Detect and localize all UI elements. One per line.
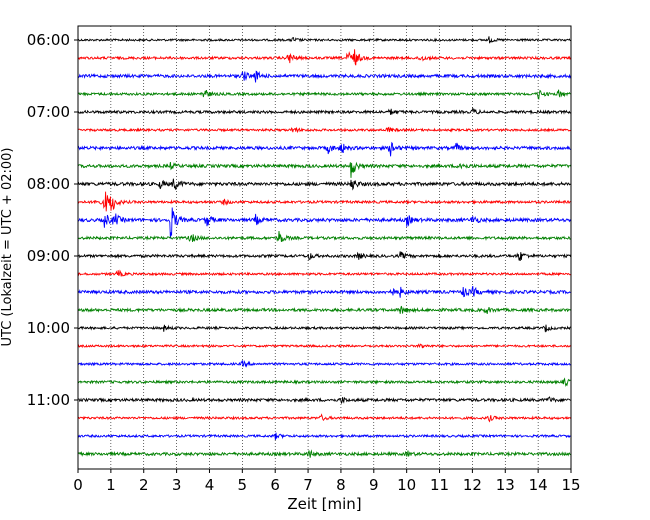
trace-0930	[77, 285, 571, 298]
trace-1115	[77, 413, 571, 423]
x-tick-label-5: 5	[238, 476, 248, 494]
x-tick-label-2: 2	[139, 476, 149, 494]
trace-0700	[77, 106, 571, 115]
trace-0615	[77, 49, 572, 66]
trace-1015	[77, 343, 571, 349]
trace-0945	[77, 305, 571, 315]
x-axis-label: Zeit [min]	[287, 495, 361, 513]
y-tick-label-4: 10:00	[27, 319, 70, 337]
trace-1045	[77, 377, 571, 388]
y-tick-label-3: 09:00	[27, 247, 70, 265]
x-tick-label-4: 4	[205, 476, 215, 494]
y-axis-label: UTC (Lokalzeit = UTC + 02:00)	[0, 148, 15, 347]
x-tick-label-11: 11	[430, 476, 449, 494]
x-tick-label-10: 10	[397, 476, 416, 494]
x-axis-ticks: 0 1 2 3 4 5 6 7 8 9 10 11 12 13 14 15	[73, 469, 581, 494]
trace-1100	[77, 396, 571, 405]
x-tick-label-13: 13	[496, 476, 515, 494]
trace-1145	[77, 449, 571, 458]
x-tick-label-15: 15	[561, 476, 580, 494]
x-tick-label-0: 0	[73, 476, 83, 494]
x-tick-label-6: 6	[270, 476, 280, 494]
x-tick-label-14: 14	[529, 476, 548, 494]
x-tick-label-1: 1	[106, 476, 116, 494]
plot-frame	[77, 25, 572, 470]
trace-1130	[77, 432, 571, 441]
trace-0645	[77, 89, 571, 101]
y-tick-label-5: 11:00	[27, 391, 70, 409]
trace-0915	[77, 269, 571, 277]
y-axis-ticks: 06:00 07:00 08:00 09:00 10:00 11:00	[27, 31, 78, 409]
trace-0600	[77, 36, 571, 44]
x-tick-label-9: 9	[369, 476, 379, 494]
vertical-grid	[110, 26, 539, 469]
trace-0730	[77, 141, 571, 157]
seismic-traces	[77, 36, 572, 458]
trace-0815	[77, 191, 571, 212]
trace-0745	[77, 161, 571, 178]
x-tick-label-8: 8	[336, 476, 346, 494]
y-tick-label-1: 07:00	[27, 103, 70, 121]
trace-0630	[77, 70, 572, 83]
trace-0830	[77, 207, 572, 239]
y-tick-label-2: 08:00	[27, 175, 70, 193]
trace-0800	[77, 178, 571, 191]
x-tick-label-3: 3	[172, 476, 182, 494]
trace-0900	[78, 251, 572, 262]
trace-1000	[77, 324, 571, 333]
trace-1030	[77, 359, 571, 368]
x-tick-label-7: 7	[303, 476, 313, 494]
x-tick-label-12: 12	[463, 476, 482, 494]
y-tick-label-0: 06:00	[27, 31, 70, 49]
trace-0845	[77, 230, 571, 243]
trace-0715	[77, 126, 571, 134]
